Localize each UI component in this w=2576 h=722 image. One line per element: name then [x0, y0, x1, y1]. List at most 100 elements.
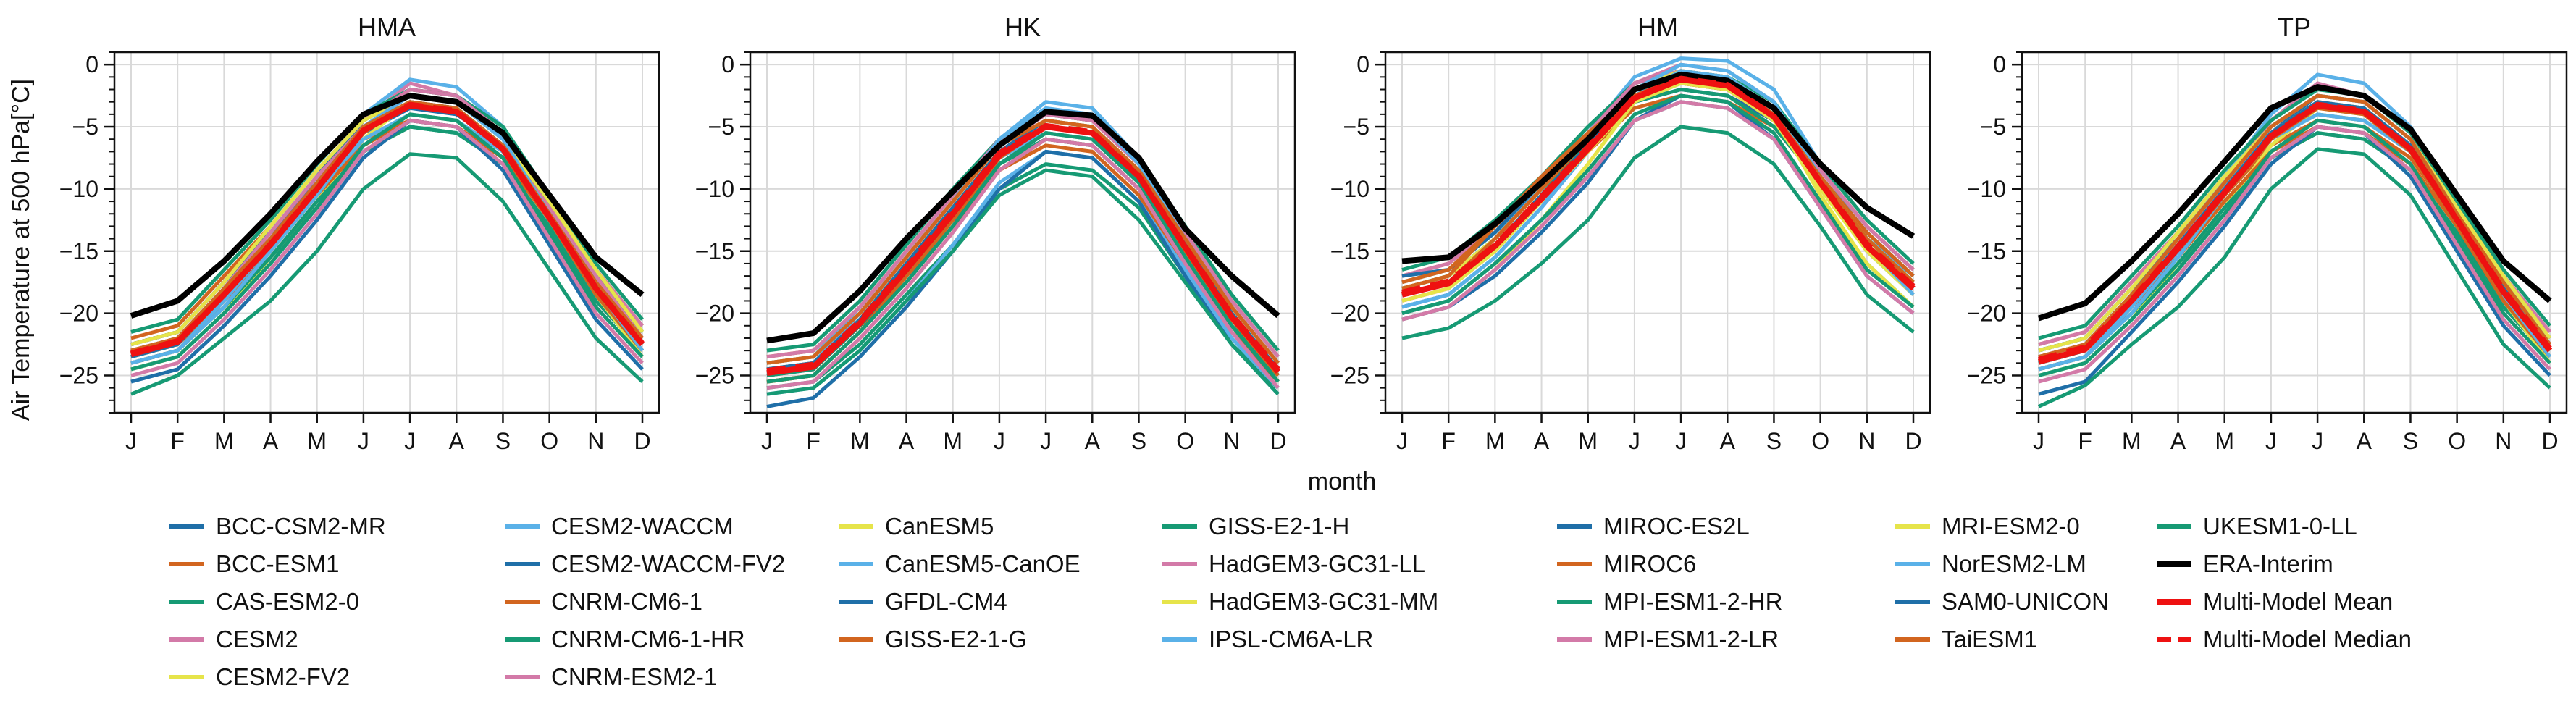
y-tick-label: −15 — [1330, 238, 1369, 264]
x-tick-label: A — [1085, 428, 1101, 454]
legend-label: CNRM-CM6-1 — [551, 588, 702, 615]
x-tick-label: N — [1858, 428, 1875, 454]
panel-tp: TP 0 −5 −10 −15 −20 −25 J F M A M J J A S O N D — [1967, 12, 2568, 454]
y-tick-label: −20 — [1330, 301, 1369, 327]
x-tick-label: D — [2541, 428, 2558, 454]
y-tick-label: −5 — [708, 114, 734, 140]
legend-label: GFDL-CM4 — [885, 588, 1007, 615]
legend-item-sam0-unicon: SAM0-UNICON — [1895, 588, 2109, 615]
legend-item-hadgem3-gc31-ll: HadGEM3-GC31-LL — [1162, 550, 1425, 577]
legend-item-ipsl-cm6a-lr: IPSL-CM6A-LR — [1162, 626, 1373, 652]
legend-label: HadGEM3-GC31-MM — [1209, 588, 1438, 615]
legend-label: IPSL-CM6A-LR — [1209, 626, 1373, 652]
series-line-mpi-esm1-2-lr — [1401, 100, 1915, 322]
legend-label: MPI-ESM1-2-HR — [1603, 588, 1783, 615]
x-tick-label: S — [495, 428, 511, 454]
panel-title: HM — [1637, 12, 1678, 42]
y-tick-label: −15 — [695, 238, 734, 264]
legend-item-gfdl-cm4: GFDL-CM4 — [839, 588, 1007, 615]
legend-label: CanESM5-CanOE — [885, 550, 1081, 577]
legend-label: GISS-E2-1-G — [885, 626, 1027, 652]
legend-item-cnrm-esm2-1: CNRM-ESM2-1 — [505, 663, 717, 690]
series-line-multi-model-median — [766, 122, 1280, 374]
x-tick-label: J — [1040, 428, 1052, 454]
x-tick-label: A — [263, 428, 279, 454]
x-tick-label: O — [1176, 428, 1194, 454]
y-tick-label: −5 — [72, 114, 98, 140]
legend-label: SAM0-UNICON — [1942, 588, 2109, 615]
legend-item-cnrm-cm6-1-hr: CNRM-CM6-1-HR — [505, 626, 745, 652]
y-tick-label: −15 — [1967, 238, 2006, 264]
x-tick-label: J — [1675, 428, 1687, 454]
y-tick-label: 0 — [1356, 51, 1369, 77]
legend-label: CNRM-CM6-1-HR — [551, 626, 745, 652]
legend-item-miroc-es2l: MIROC-ES2L — [1557, 513, 1750, 540]
panel-title: TP — [2278, 12, 2311, 42]
legend-item-cas-esm2-0: CAS-ESM2-0 — [169, 588, 359, 615]
legend: BCC-CSM2-MR BCC-ESM1 CAS-ESM2-0 CESM2 CESM2-… — [169, 513, 2412, 690]
series-line-taiesm1 — [2038, 93, 2552, 359]
legend-item-cesm2-waccm-fv2: CESM2-WACCM-FV2 — [505, 550, 785, 577]
series-line-ukesm1-0-ll — [766, 168, 1280, 396]
series-line-era-interim — [130, 93, 645, 319]
x-tick-label: S — [1766, 428, 1782, 454]
legend-item-giss-e2-1-h: GISS-E2-1-H — [1162, 513, 1349, 540]
panel-hma: HMA 0 −5 −10 −15 −20 −25 J F M A M J J A S O N D — [59, 12, 660, 454]
legend-label: Multi-Model Mean — [2203, 588, 2393, 615]
x-tick-label: J — [994, 428, 1005, 454]
plot-frame — [113, 51, 660, 414]
series-line-ukesm1-0-ll — [1401, 125, 1915, 340]
plot-frame — [749, 51, 1296, 414]
series-line-mpi-esm1-2-hr — [2038, 118, 2551, 377]
legend-item-bcc-esm1: BCC-ESM1 — [169, 550, 340, 577]
legend-label: MIROC6 — [1603, 550, 1696, 577]
x-tick-label: A — [449, 428, 465, 454]
legend-item-canesm5-canoe: CanESM5-CanOE — [839, 550, 1081, 577]
y-axis-label: Air Temperature at 500 hPa[°C] — [7, 79, 35, 421]
x-tick-label: J — [761, 428, 773, 454]
legend-item-hadgem3-gc31-mm: HadGEM3-GC31-MM — [1162, 588, 1438, 615]
series-lines — [2037, 72, 2553, 408]
panel-title: HMA — [358, 12, 416, 42]
legend-item-bcc-csm2-mr: BCC-CSM2-MR — [169, 513, 386, 540]
x-tick-label: A — [1720, 428, 1736, 454]
legend-label: CESM2-WACCM-FV2 — [551, 550, 785, 577]
y-tick-label: −10 — [1967, 176, 2006, 202]
legend-item-multi-model-mean: Multi-Model Mean — [2157, 588, 2393, 615]
series-line-ukesm1-0-ll — [2037, 147, 2551, 408]
x-tick-label: M — [1485, 428, 1505, 454]
x-tick-label: J — [125, 428, 137, 454]
panel-hk: HK 0 −5 −10 −15 −20 −25 J F M A M J J A S O N D — [695, 12, 1296, 454]
x-tick-label: J — [2265, 428, 2277, 454]
legend-label: CAS-ESM2-0 — [216, 588, 359, 615]
legend-item-taiesm1: TaiESM1 — [1895, 626, 2037, 652]
legend-item-cesm2-waccm: CESM2-WACCM — [505, 513, 734, 540]
legend-label: BCC-ESM1 — [216, 550, 340, 577]
x-tick-label: J — [2033, 428, 2044, 454]
panel-hm: HM 0 −5 −10 −15 −20 −25 J F M A M J J A S O N D — [1330, 12, 1931, 454]
x-tick-label: M — [943, 428, 962, 454]
x-tick-label: S — [2403, 428, 2418, 454]
y-tick-label: −25 — [59, 362, 98, 388]
legend-item-giss-e2-1-g: GISS-E2-1-G — [839, 626, 1027, 652]
series-line-mpi-esm1-2-hr — [766, 131, 1280, 384]
x-tick-label: F — [1441, 428, 1456, 454]
legend-item-cesm2-fv2: CESM2-FV2 — [169, 663, 350, 690]
x-tick-label: F — [170, 428, 185, 454]
x-tick-label: O — [2448, 428, 2466, 454]
legend-label: CESM2-WACCM — [551, 513, 734, 540]
x-tick-label: J — [404, 428, 416, 454]
x-tick-label: J — [1396, 428, 1408, 454]
x-tick-label: A — [2357, 428, 2372, 454]
x-tick-label: A — [2170, 428, 2186, 454]
x-tick-label: J — [2312, 428, 2323, 454]
x-tick-label: D — [1270, 428, 1286, 454]
x-tick-label: M — [307, 428, 327, 454]
y-tick-label: −25 — [1330, 362, 1369, 388]
legend-label: CNRM-ESM2-1 — [551, 663, 717, 690]
series-lines — [130, 77, 645, 396]
x-tick-label: S — [1131, 428, 1146, 454]
series-lines — [766, 100, 1281, 408]
panel-title: HK — [1004, 12, 1041, 42]
